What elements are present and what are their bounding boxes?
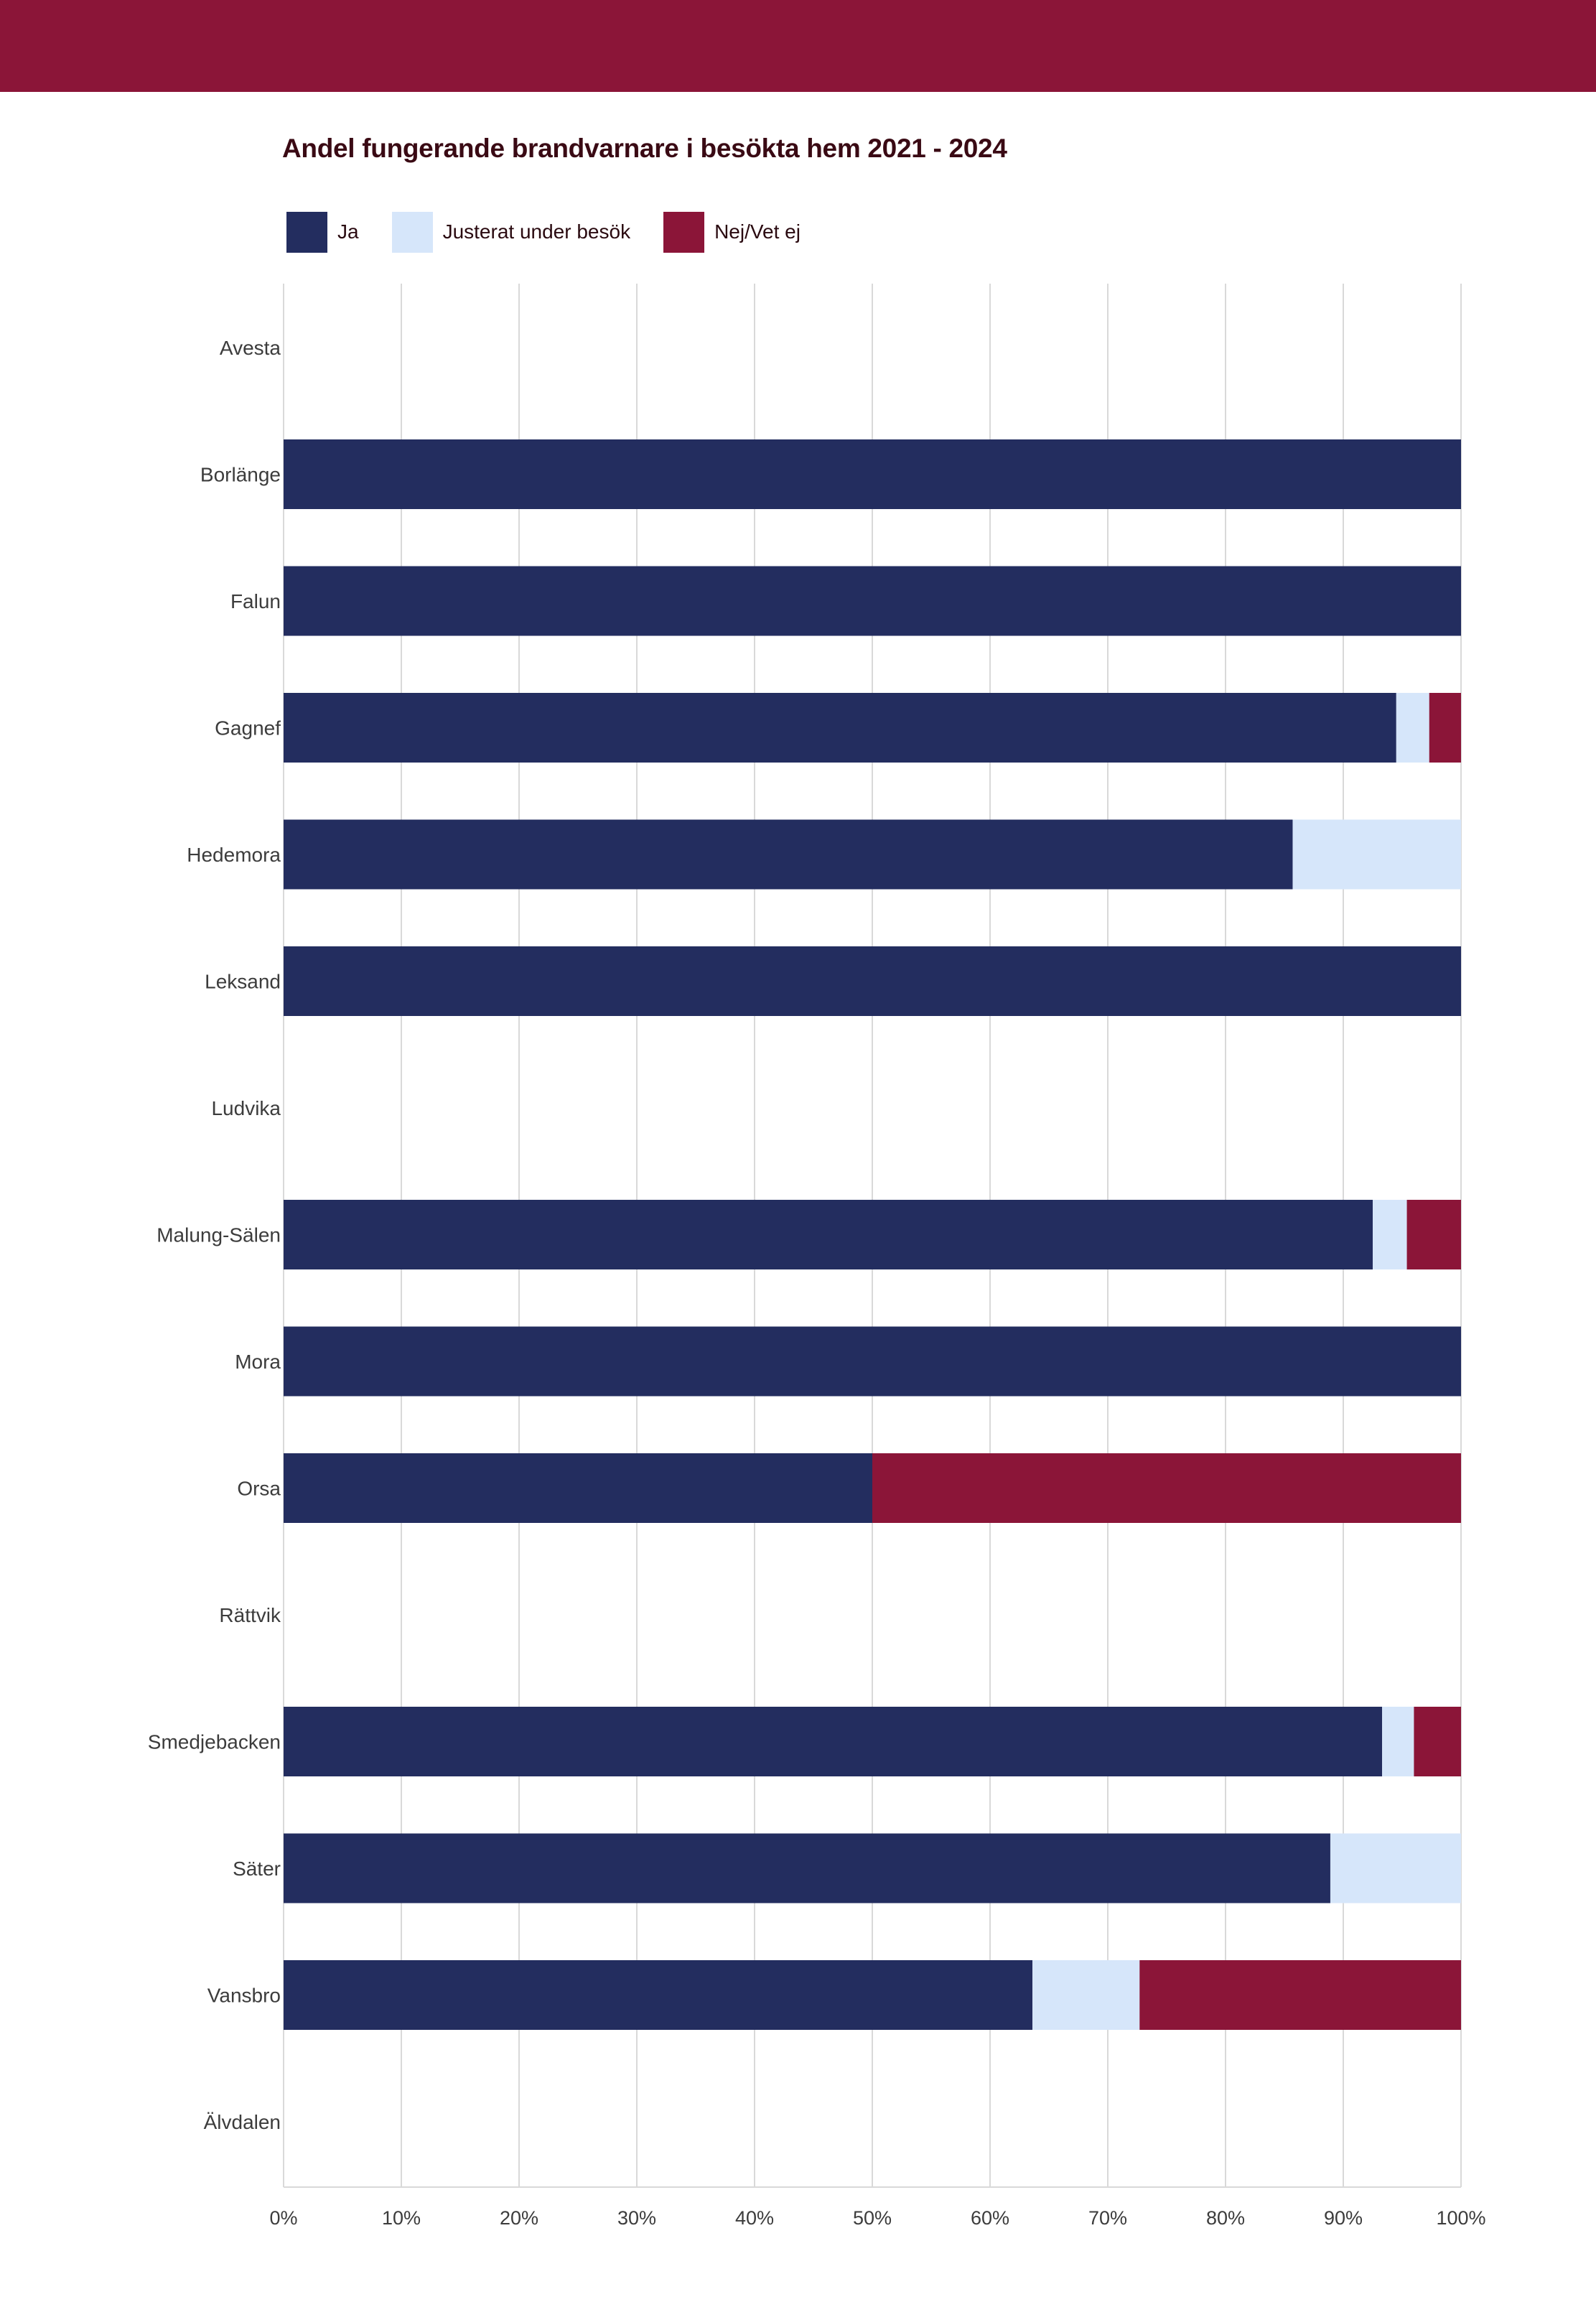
x-tick-label: 50% xyxy=(853,2207,892,2229)
y-category-label: Vansbro xyxy=(207,1985,281,2007)
header-band xyxy=(0,0,1596,92)
y-category-label: Ludvika xyxy=(211,1097,281,1119)
bar-segment xyxy=(1414,1707,1461,1776)
x-tick-label: 80% xyxy=(1206,2207,1245,2229)
legend-swatch-nej xyxy=(663,211,705,253)
bar-segment xyxy=(284,1326,1461,1397)
x-tick-label: 0% xyxy=(269,2207,297,2229)
bar-segment xyxy=(284,693,1396,763)
y-category-label: Avesta xyxy=(220,337,281,359)
chart-title: Andel fungerande brandvarnare i besökta … xyxy=(282,134,1007,163)
legend-item-justerat: Justerat under besök xyxy=(391,211,631,253)
x-tick-label: 100% xyxy=(1436,2207,1485,2229)
x-tick-label: 90% xyxy=(1324,2207,1363,2229)
bar-segment xyxy=(1406,1200,1461,1269)
legend-label-nej: Nej/Vet ej xyxy=(714,220,801,243)
y-category-label: Mora xyxy=(235,1351,281,1373)
bar-segment xyxy=(1382,1707,1414,1776)
legend-swatch-ja xyxy=(286,211,327,253)
y-category-label: Leksand xyxy=(205,971,281,993)
chart-legend: Ja Justerat under besök Nej/Vet ej xyxy=(286,210,834,253)
y-category-label: Hedemora xyxy=(187,844,281,866)
bar-segment xyxy=(284,566,1461,636)
bar-segment xyxy=(1292,819,1461,890)
y-category-label: Säter xyxy=(233,1858,281,1880)
x-tick-label: 10% xyxy=(382,2207,421,2229)
bar-segment xyxy=(284,439,1461,509)
legend-label-ja: Ja xyxy=(337,220,359,243)
bar-segment xyxy=(1396,693,1429,763)
y-category-label: Falun xyxy=(230,590,281,612)
bar-segment xyxy=(284,946,1461,1016)
legend-label-justerat: Justerat under besök xyxy=(442,220,631,243)
x-tick-label: 70% xyxy=(1088,2207,1127,2229)
bar-segment xyxy=(1429,693,1461,763)
bar-segment xyxy=(284,1960,1033,2030)
y-category-label: Älvdalen xyxy=(204,2111,281,2133)
legend-item-ja: Ja xyxy=(286,211,359,253)
bar-segment xyxy=(284,819,1293,890)
bar-segment xyxy=(1330,1833,1461,1903)
bar-segment xyxy=(1373,1200,1407,1269)
legend-item-nej: Nej/Vet ej xyxy=(663,211,801,253)
y-category-label: Malung-Sälen xyxy=(157,1224,281,1246)
bar-segment xyxy=(284,1200,1373,1269)
y-category-label: Rättvik xyxy=(219,1604,281,1626)
bar-segment xyxy=(284,1453,872,1523)
y-category-label: Smedjebacken xyxy=(148,1731,281,1753)
bar-segment xyxy=(1032,1960,1140,2030)
bar-segment xyxy=(872,1453,1461,1523)
y-category-label: Orsa xyxy=(237,1478,281,1500)
bar-segment xyxy=(284,1707,1383,1776)
legend-swatch-justerat xyxy=(391,211,433,253)
x-tick-label: 40% xyxy=(735,2207,774,2229)
bar-segment xyxy=(1139,1960,1461,2030)
x-tick-label: 60% xyxy=(971,2207,1009,2229)
x-tick-label: 20% xyxy=(500,2207,538,2229)
x-tick-label: 30% xyxy=(617,2207,656,2229)
bar-segment xyxy=(284,1833,1330,1903)
y-category-label: Borlänge xyxy=(200,464,281,486)
y-category-label: Gagnef xyxy=(215,717,281,740)
